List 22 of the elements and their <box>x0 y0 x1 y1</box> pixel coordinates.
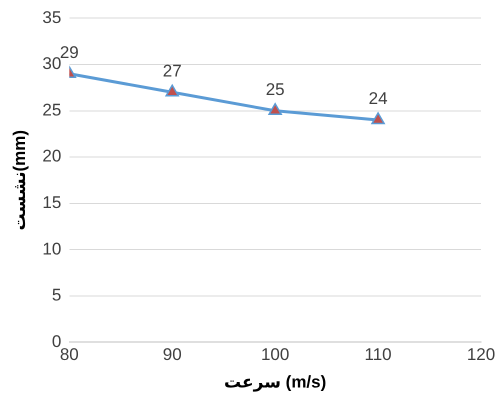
x-tick-label: 110 <box>364 345 392 364</box>
x-tick-label: 80 <box>60 345 79 364</box>
y-tick-label: 0 <box>52 332 62 351</box>
x-axis-title: سرعت (m/s) <box>224 372 326 392</box>
data-label: 24 <box>368 89 388 108</box>
y-tick-label: 10 <box>42 239 62 258</box>
y-tick-label: 30 <box>42 54 62 74</box>
data-label: 29 <box>60 42 79 62</box>
point <box>371 112 385 124</box>
y-tick-label: 25 <box>42 100 62 120</box>
y-tick-label: 35 <box>42 8 62 27</box>
x-tick-label: 120 <box>466 345 496 364</box>
y-axis-title: نشست(mm) <box>10 130 29 230</box>
point <box>165 84 180 97</box>
x-tick-label: 90 <box>162 345 182 364</box>
y-tick-label: 15 <box>42 193 62 212</box>
point <box>268 103 282 116</box>
data-label: 27 <box>162 61 182 80</box>
y-tick-label: 20 <box>42 146 62 166</box>
x-tick-label: 100 <box>260 345 290 364</box>
y-tick-label: 5 <box>52 286 62 305</box>
data-label: 25 <box>266 80 285 99</box>
